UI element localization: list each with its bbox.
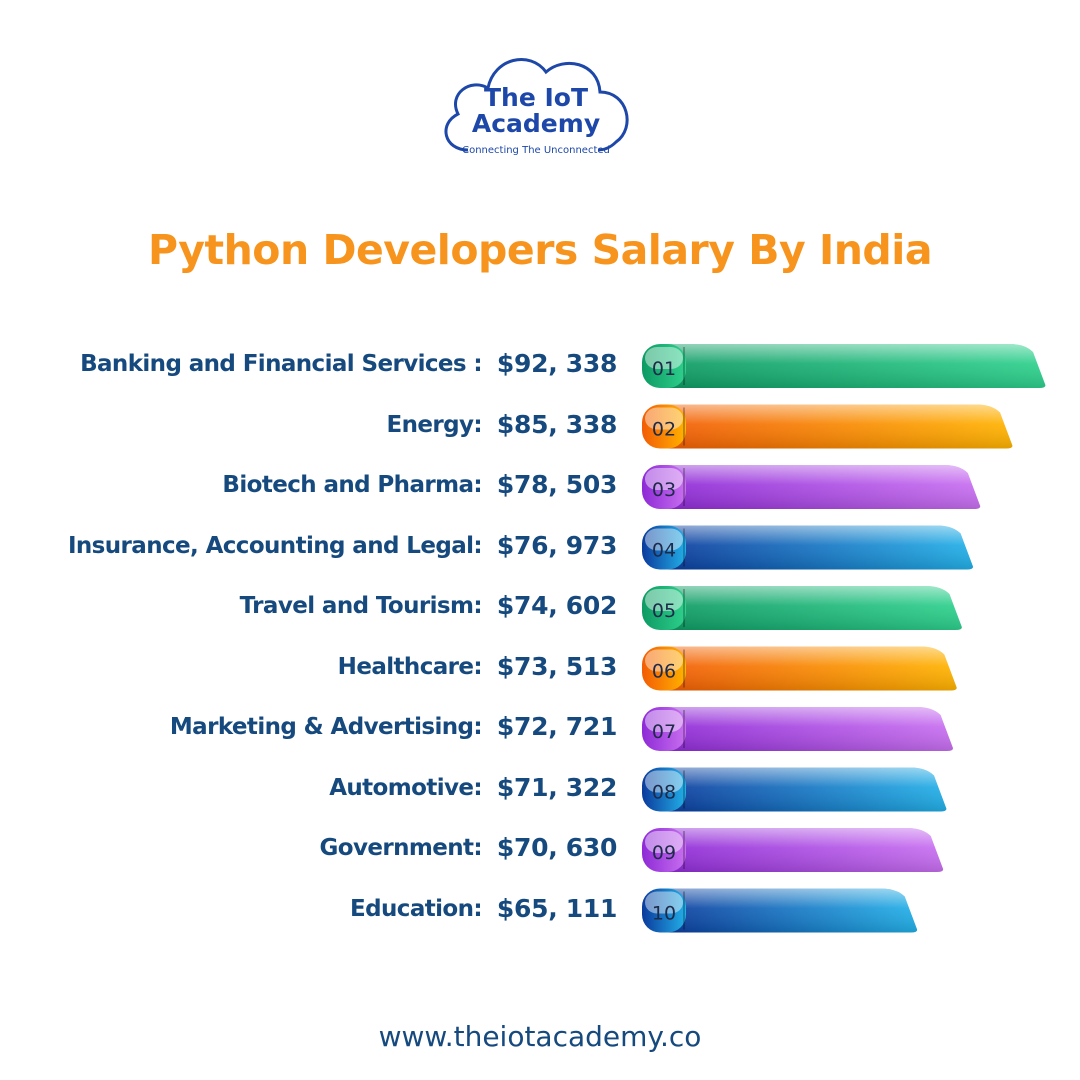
value-label: $85, 338 (496, 409, 618, 439)
bar-cap (642, 767, 686, 812)
rank-label: 08 (652, 782, 676, 804)
category-label: Biotech and Pharma: (222, 472, 482, 498)
bar-cap (642, 707, 686, 751)
value-label: $72, 721 (496, 712, 618, 741)
category-label: Healthcare: (337, 653, 483, 680)
bar-cap (642, 646, 686, 691)
bar: 02 (642, 404, 1013, 449)
value-label: $76, 973 (496, 530, 618, 560)
category-label: Energy: (386, 411, 483, 438)
category-label: Automotive: (329, 774, 482, 801)
rank-label: 02 (652, 419, 676, 441)
bar: 08 (642, 767, 947, 812)
category-label: Banking and Financial Services : (80, 351, 483, 377)
chart-title: Python Developers Salary By India (147, 226, 933, 274)
rank-label: 07 (652, 721, 676, 743)
footer-url[interactable]: www.theiotacademy.co (378, 1020, 702, 1053)
bar-cap (642, 828, 686, 872)
logo: The IoT Academy Connecting The Unconnect… (438, 38, 634, 160)
value-label: $78, 503 (496, 470, 618, 499)
category-label: Government: (319, 835, 482, 861)
bar: 07 (642, 707, 953, 751)
category-label: Education: (350, 895, 483, 922)
bar: 10 (642, 888, 918, 933)
bar: 01 (642, 344, 1046, 388)
rank-label: 10 (652, 903, 676, 925)
cloud-icon (444, 57, 629, 152)
logo-text-line1: The IoT (483, 83, 589, 112)
rank-label: 06 (652, 661, 676, 683)
value-label: $73, 513 (496, 651, 618, 681)
bar: 09 (642, 828, 944, 872)
bar-cap (642, 525, 686, 570)
bar: 03 (642, 465, 981, 509)
rank-label: 05 (652, 600, 676, 622)
value-label: $65, 111 (496, 893, 618, 923)
logo-text-line2: Academy (471, 109, 601, 138)
bar: 04 (642, 525, 974, 570)
rank-label: 09 (652, 842, 676, 864)
bar-cap (642, 465, 686, 509)
bar: 06 (642, 646, 957, 691)
bar-cap (642, 344, 686, 388)
bar-cap (642, 404, 686, 449)
value-label: $92, 338 (496, 349, 618, 378)
category-label: Marketing & Advertising: (169, 714, 483, 740)
value-label: $70, 630 (496, 833, 618, 862)
value-label: $74, 602 (496, 591, 618, 620)
logo-tagline: Connecting The Unconnected (462, 145, 610, 156)
value-label: $71, 322 (496, 772, 618, 802)
category-label: Insurance, Accounting and Legal: (67, 532, 483, 559)
bar-cap (642, 586, 686, 630)
rank-label: 04 (652, 540, 676, 562)
rank-label: 01 (652, 358, 676, 380)
rank-label: 03 (652, 479, 676, 501)
category-label: Travel and Tourism: (239, 593, 483, 619)
bar: 05 (642, 586, 962, 630)
bar-cap (642, 888, 686, 933)
